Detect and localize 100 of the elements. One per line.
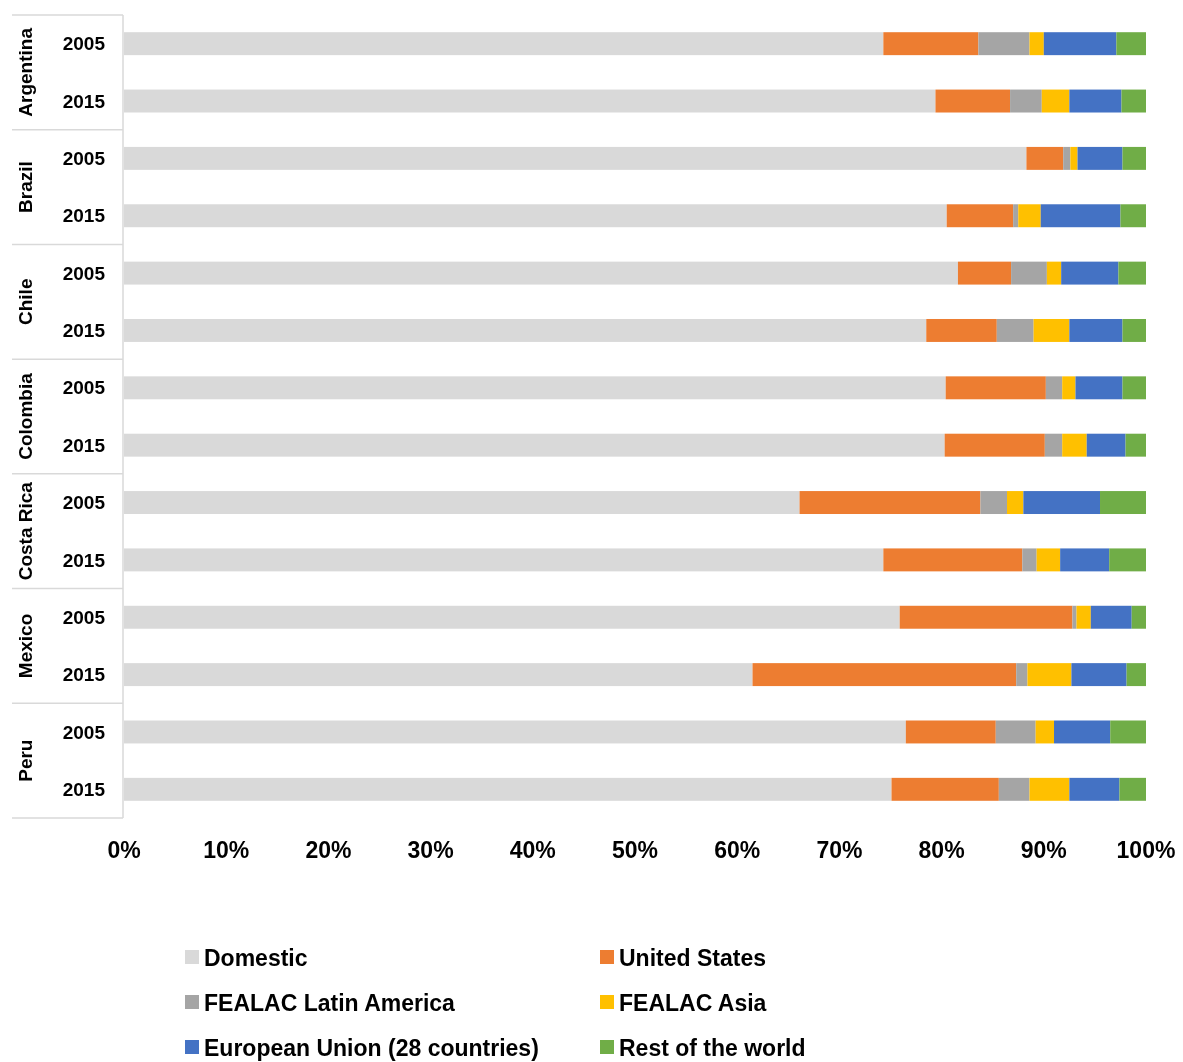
bar <box>1018 204 1041 228</box>
x-tick-label: 80% <box>918 837 965 863</box>
bar <box>1122 146 1146 170</box>
bar <box>1062 376 1076 400</box>
bar <box>1060 548 1110 572</box>
bar <box>1011 261 1047 285</box>
bar <box>995 720 1036 744</box>
bar <box>944 433 1045 457</box>
bar <box>883 32 979 56</box>
bar <box>998 777 1030 801</box>
text: Brazil <box>15 161 36 213</box>
text: Argentina <box>15 27 36 117</box>
bar <box>1045 376 1063 400</box>
bar <box>978 32 1030 56</box>
bar <box>1069 89 1122 113</box>
legend-label: Rest of the world <box>619 1035 806 1062</box>
bar <box>1069 318 1123 342</box>
bar <box>1063 146 1071 170</box>
bar <box>957 261 1012 285</box>
bar <box>1029 777 1070 801</box>
bar <box>905 720 996 744</box>
bar <box>935 89 1011 113</box>
bar <box>1110 720 1146 744</box>
x-tick-label: 70% <box>816 837 863 863</box>
x-tick-label: 20% <box>305 837 352 863</box>
y-tick-label: 2015 <box>62 434 106 456</box>
bar <box>1044 433 1063 457</box>
bar <box>1131 605 1146 629</box>
x-tick-label: 90% <box>1020 837 1067 863</box>
bar <box>996 318 1034 342</box>
bar <box>1035 720 1055 744</box>
bar <box>1070 146 1078 170</box>
bar <box>1125 433 1146 457</box>
x-tick-label: 100% <box>1116 837 1176 863</box>
bar <box>1122 318 1146 342</box>
bar <box>1121 89 1146 113</box>
text: Colombia <box>15 372 36 460</box>
bar <box>945 376 1046 400</box>
bar <box>980 491 1008 515</box>
bar <box>1036 548 1061 572</box>
bar <box>1040 204 1121 228</box>
bar <box>1007 491 1024 515</box>
text: Peru <box>15 739 36 782</box>
bar <box>883 548 1023 572</box>
x-tick-label: 10% <box>203 837 250 863</box>
legend-label: European Union (28 countries) <box>204 1035 539 1062</box>
y-tick-label: 2015 <box>62 778 106 800</box>
text: Mexico <box>15 613 36 679</box>
bar <box>1119 777 1146 801</box>
bar <box>1054 720 1111 744</box>
legend-label: FEALAC Latin America <box>204 990 456 1017</box>
text: Costa Rica <box>15 481 36 581</box>
x-tick-label: 0% <box>107 837 141 863</box>
bar <box>1076 605 1091 629</box>
bar <box>752 663 1017 687</box>
bar <box>926 318 997 342</box>
bar <box>1109 548 1146 572</box>
bar <box>1016 663 1028 687</box>
y-tick-label: 2015 <box>62 205 106 227</box>
legend-label: Domestic <box>204 945 308 972</box>
bar <box>1013 204 1019 228</box>
x-tick-label: 40% <box>509 837 556 863</box>
x-tick-label: 60% <box>714 837 761 863</box>
y-tick-label: 2005 <box>62 377 106 399</box>
bar <box>1126 663 1146 687</box>
y-tick-label: 2005 <box>62 721 106 743</box>
bar <box>1120 204 1146 228</box>
bar <box>1077 146 1123 170</box>
bar <box>1022 548 1037 572</box>
text: Chile <box>15 278 36 326</box>
bar <box>1043 32 1117 56</box>
legend-label: United States <box>619 945 766 972</box>
y-tick-label: 2015 <box>62 320 106 342</box>
bar <box>891 777 999 801</box>
bar <box>1116 32 1146 56</box>
bar <box>1090 605 1132 629</box>
bar <box>1010 89 1042 113</box>
bar <box>1041 89 1070 113</box>
x-tick-label: 30% <box>407 837 454 863</box>
y-tick-label: 2005 <box>62 148 106 170</box>
bar <box>1075 376 1123 400</box>
bar <box>1061 261 1119 285</box>
bar <box>1046 261 1062 285</box>
legend-label: FEALAC Asia <box>619 990 767 1017</box>
bar <box>1033 318 1070 342</box>
bar <box>1118 261 1146 285</box>
y-tick-label: 2005 <box>62 262 106 284</box>
y-tick-label: 2015 <box>62 664 106 686</box>
bar <box>1029 32 1044 56</box>
bar <box>1071 663 1127 687</box>
bar <box>1086 433 1126 457</box>
y-tick-label: 2015 <box>62 549 106 571</box>
bar <box>1027 663 1072 687</box>
bar <box>946 204 1014 228</box>
x-tick-label: 50% <box>611 837 659 863</box>
bar <box>899 605 1073 629</box>
bar <box>1062 433 1087 457</box>
y-tick-label: 2005 <box>62 606 106 628</box>
bar <box>1072 605 1077 629</box>
bar <box>1023 491 1101 515</box>
